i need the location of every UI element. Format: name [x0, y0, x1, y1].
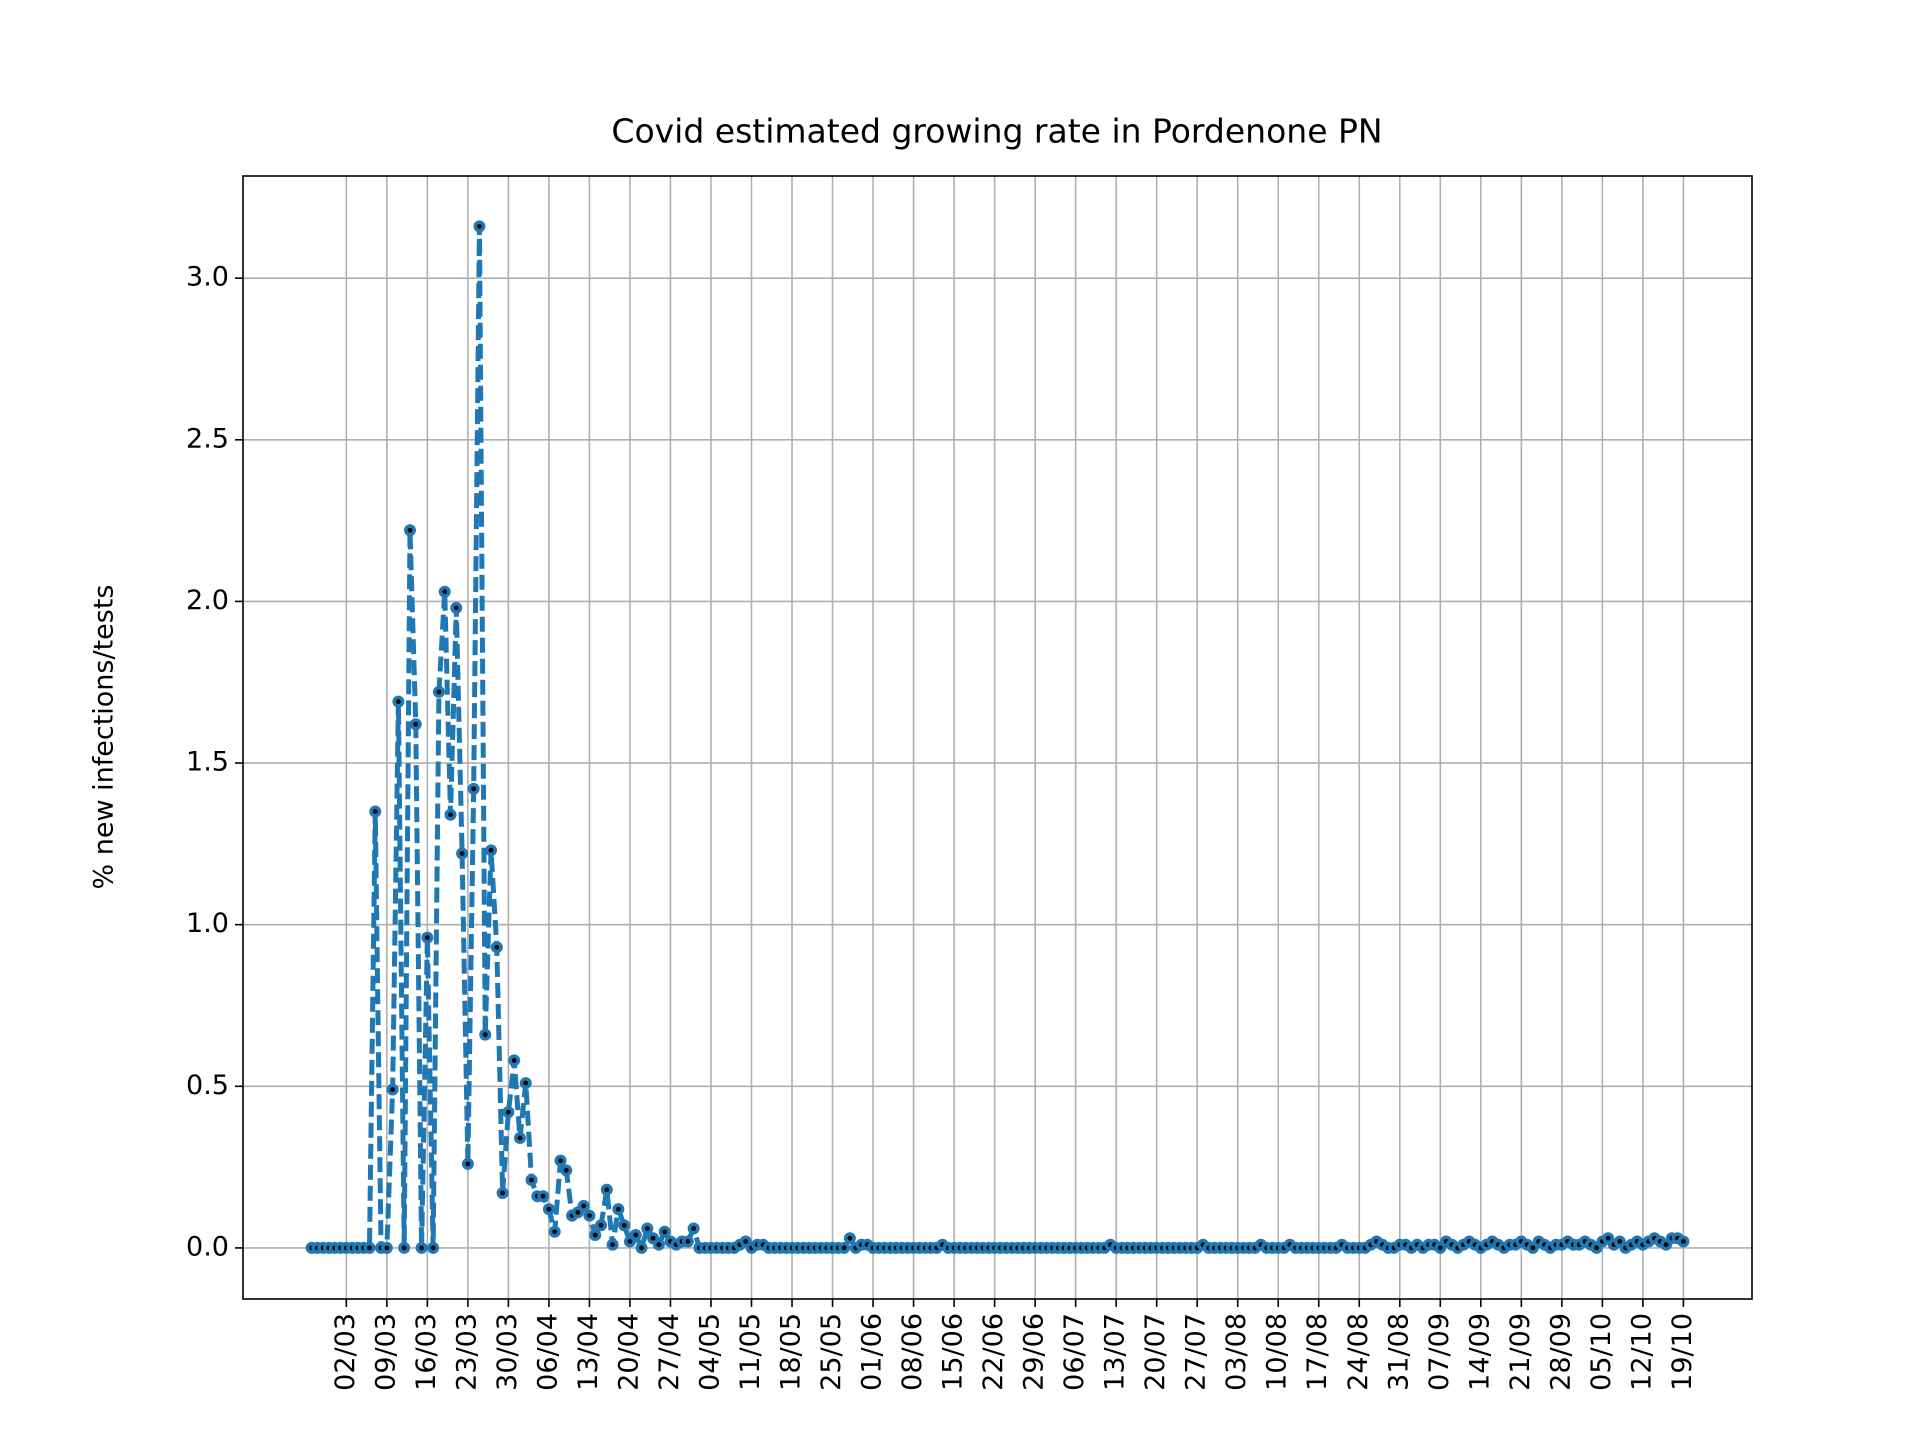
data-point: [519, 1077, 532, 1090]
x-tick-label: 27/04: [654, 1313, 685, 1391]
x-tick-label: 01/06: [857, 1313, 888, 1391]
y-axis-label: % new infections/tests: [89, 584, 120, 889]
data-point: [496, 1186, 509, 1199]
data-point: [513, 1132, 526, 1145]
x-tick-label: 19/10: [1667, 1313, 1698, 1391]
data-point: [479, 1028, 492, 1041]
data-point: [456, 847, 469, 860]
data-point: [398, 1241, 411, 1254]
data-point: [838, 1241, 851, 1254]
data-point: [485, 844, 498, 857]
data-point: [508, 1054, 521, 1067]
data-point: [438, 585, 451, 598]
x-tick-label: 05/10: [1586, 1313, 1617, 1391]
data-point: [600, 1183, 613, 1196]
data-point: [525, 1174, 538, 1187]
data-point: [542, 1203, 555, 1216]
data-point: [403, 524, 416, 537]
data-point: [369, 805, 382, 818]
chart-title: Covid estimated growing rate in Pordenon…: [611, 112, 1382, 151]
x-tick-label: 02/03: [330, 1313, 361, 1391]
data-point: [658, 1225, 671, 1238]
data-point: [577, 1199, 590, 1212]
x-tick-label: 11/05: [735, 1313, 766, 1391]
data-point: [629, 1228, 642, 1241]
data-point: [560, 1164, 573, 1177]
data-point: [583, 1209, 596, 1222]
data-point: [537, 1190, 550, 1203]
x-tick-label: 10/08: [1262, 1313, 1293, 1391]
x-tick-label: 14/09: [1464, 1313, 1495, 1391]
data-point: [502, 1106, 515, 1119]
x-tick-label: 13/07: [1100, 1313, 1131, 1391]
x-tick-label: 04/05: [694, 1313, 725, 1391]
data-point: [618, 1219, 631, 1232]
data-point: [473, 220, 486, 233]
x-tick-label: 23/03: [451, 1313, 482, 1391]
data-point: [843, 1232, 856, 1245]
data-point: [554, 1154, 567, 1167]
data-point: [409, 718, 422, 731]
data-point: [641, 1222, 654, 1235]
y-tick-label: 0.0: [186, 1231, 229, 1262]
data-point: [415, 1241, 428, 1254]
data-point: [392, 695, 405, 708]
data-point: [595, 1219, 608, 1232]
data-point: [461, 1157, 474, 1170]
x-tick-label: 17/08: [1302, 1313, 1333, 1391]
data-point: [432, 685, 445, 698]
x-tick-label: 27/07: [1181, 1313, 1212, 1391]
axes-frame: [242, 175, 1753, 1300]
x-tick-label: 08/06: [897, 1313, 928, 1391]
data-point: [363, 1241, 376, 1254]
data-point: [681, 1235, 694, 1248]
data-point: [652, 1238, 665, 1251]
plot: [305, 220, 1690, 1254]
x-tick-label: 15/06: [938, 1313, 969, 1391]
data-point: [421, 931, 434, 944]
x-tick-label: 06/04: [532, 1313, 563, 1391]
x-tick-label: 22/06: [978, 1313, 1009, 1391]
data-point: [635, 1241, 648, 1254]
x-tick-label: 12/10: [1626, 1313, 1657, 1391]
x-tick-label: 24/08: [1343, 1313, 1374, 1391]
grid: [243, 176, 1752, 1299]
data-point: [687, 1222, 700, 1235]
data-point: [490, 941, 503, 954]
x-tick-label: 25/05: [816, 1313, 847, 1391]
x-tick-label: 13/04: [573, 1313, 604, 1391]
x-tick-label: 28/09: [1545, 1313, 1576, 1391]
data-point: [548, 1225, 561, 1238]
data-point: [606, 1238, 619, 1251]
y-tick-label: 2.0: [186, 585, 229, 616]
x-tick-label: 16/03: [411, 1313, 442, 1391]
data-point: [612, 1203, 625, 1216]
data-point: [467, 782, 480, 795]
y-tick-label: 2.5: [186, 423, 229, 454]
x-tick-label: 06/07: [1059, 1313, 1090, 1391]
data-point: [1677, 1235, 1690, 1248]
y-tick-label: 0.5: [186, 1070, 229, 1101]
data-point: [444, 808, 457, 821]
x-tick-label: 07/09: [1424, 1313, 1455, 1391]
y-tick-label: 1.5: [186, 747, 229, 778]
data-point: [386, 1083, 399, 1096]
y-tick-label: 1.0: [186, 908, 229, 939]
data-point: [589, 1228, 602, 1241]
x-tick-label: 31/08: [1383, 1313, 1414, 1391]
data-point: [427, 1241, 440, 1254]
data-point: [450, 601, 463, 614]
x-tick-label: 20/07: [1140, 1313, 1171, 1391]
x-tick-label: 09/03: [370, 1313, 401, 1391]
x-tick-label: 03/08: [1221, 1313, 1252, 1391]
x-tick-label: 30/03: [492, 1313, 523, 1391]
x-tick-label: 21/09: [1505, 1313, 1536, 1391]
y-tick-label: 3.0: [186, 262, 229, 293]
x-tick-label: 20/04: [613, 1313, 644, 1391]
data-point: [380, 1241, 393, 1254]
x-tick-label: 18/05: [776, 1313, 807, 1391]
x-tick-label: 29/06: [1019, 1313, 1050, 1391]
